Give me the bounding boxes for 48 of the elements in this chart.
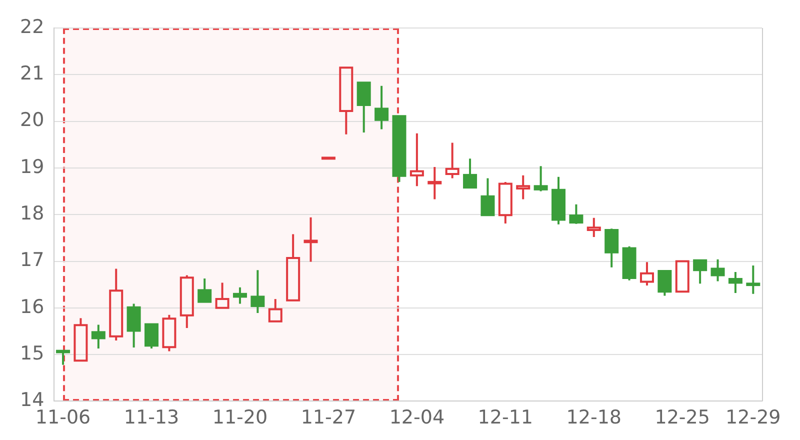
candlestick [710,258,725,282]
x-tick-label: 11-27 [300,406,356,429]
candlestick [374,84,389,130]
x-tick-label: 12-18 [566,406,622,429]
candlestick [586,216,601,238]
candlestick [126,302,141,349]
candlestick [516,174,530,200]
candlestick [356,82,371,134]
candlestick [250,269,265,314]
x-tick-label: 11-20 [212,406,268,429]
y-tick-label: 20 [20,109,44,132]
candlestick [339,66,354,136]
candlestick [304,216,318,263]
candlestick [286,233,300,302]
candlestick [728,270,742,294]
candlestick [552,176,566,226]
x-tick-label: 11-13 [124,406,180,429]
candlestick [445,142,460,180]
candlestick [534,165,548,192]
candlestick [198,278,212,303]
candlestick [693,259,708,285]
candlestick [746,264,760,295]
candlestick [604,228,619,268]
candlestick [569,203,584,225]
x-tick-label: 12-11 [478,406,534,429]
x-tick-label: 11-06 [35,406,91,429]
candlestick [91,324,106,350]
candlestick [640,261,654,287]
candlestick [232,286,247,305]
x-tick-label: 12-29 [726,406,781,429]
y-tick-label: 22 [20,16,44,38]
candlestick [428,166,442,200]
candlestick [480,177,495,216]
y-tick-label: 21 [20,62,44,85]
candlestick [463,158,478,189]
candlestick [498,180,512,224]
x-tick-label: 12-04 [389,406,445,429]
candlestick [215,282,230,309]
y-tick-label: 17 [20,249,44,272]
candlestick [410,132,424,188]
candlestick [180,274,194,329]
y-tick-label: 15 [20,342,44,364]
y-tick-label: 18 [20,202,44,225]
y-tick-label: 16 [20,296,44,318]
y-tick-label: 19 [20,156,44,178]
candlestick [268,298,282,322]
candlestick [109,268,124,342]
x-tick-label: 12-25 [654,406,710,429]
